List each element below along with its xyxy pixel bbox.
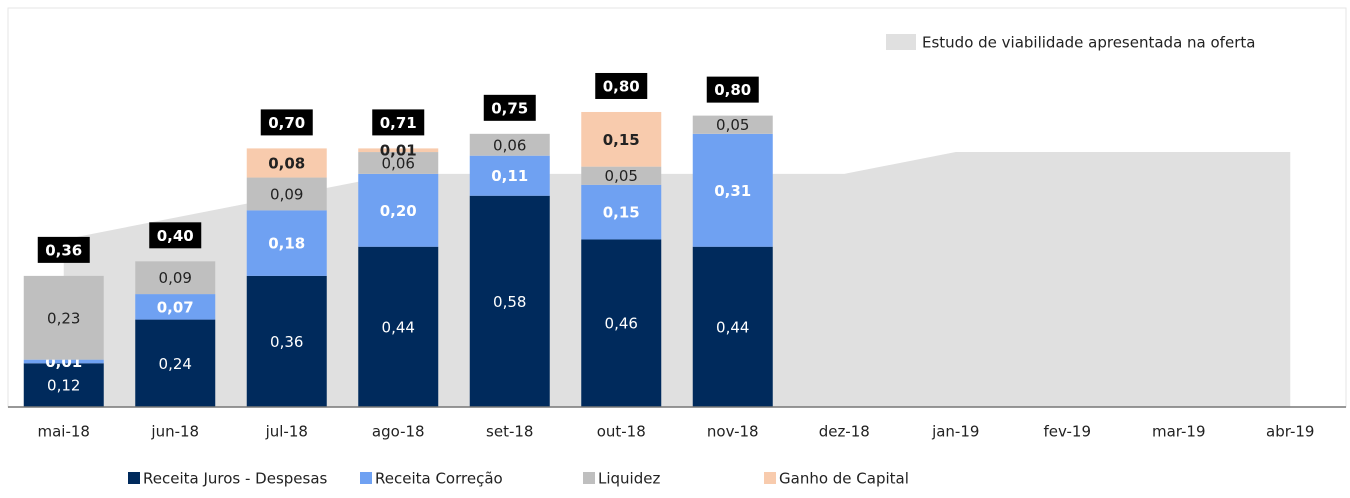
x-tick-label: jul-18 xyxy=(265,423,308,441)
data-label: 0,15 xyxy=(603,204,640,222)
bar-segment xyxy=(358,152,439,174)
data-label: 0,06 xyxy=(493,136,526,154)
data-label: 0,06 xyxy=(382,154,415,172)
bar-segment xyxy=(692,246,773,407)
legend-swatch xyxy=(583,472,595,484)
x-tick-label: mar-19 xyxy=(1152,423,1206,441)
total-box xyxy=(595,72,648,99)
bar-segment xyxy=(358,148,439,153)
x-tick-label: set-18 xyxy=(486,423,533,441)
x-tick-label: abr-19 xyxy=(1266,423,1314,441)
bar-segment xyxy=(246,177,327,211)
data-label: 0,31 xyxy=(714,182,751,200)
data-label: 0,09 xyxy=(159,269,192,287)
total-box xyxy=(372,109,425,136)
bar-segment xyxy=(358,246,439,407)
x-tick-label: nov-18 xyxy=(707,423,759,441)
data-label: 0,23 xyxy=(47,309,80,327)
data-label: 0,58 xyxy=(493,293,526,311)
data-label: 0,36 xyxy=(270,333,303,351)
data-label: 0,09 xyxy=(270,185,303,203)
bar-segment xyxy=(581,111,662,167)
x-tick-label: jun-18 xyxy=(150,423,199,441)
bar-segment xyxy=(358,173,439,247)
data-label: 0,08 xyxy=(268,154,305,172)
bar-segment xyxy=(692,115,773,134)
legend-swatch xyxy=(360,472,372,484)
data-label: 0,15 xyxy=(603,131,640,149)
legend-swatch xyxy=(764,472,776,484)
bar-segment xyxy=(23,359,104,364)
legend-label: Receita Correção xyxy=(375,470,503,488)
data-label: 0,12 xyxy=(47,377,80,395)
x-tick-label: out-18 xyxy=(597,423,646,441)
bar-segment xyxy=(135,319,216,407)
bar-segment xyxy=(469,195,550,407)
legend-label: Liquidez xyxy=(598,470,660,488)
bar-segment xyxy=(135,294,216,320)
legend-label: Estudo de viabilidade apresentada na ofe… xyxy=(922,34,1255,52)
legend-swatch xyxy=(886,34,916,50)
total-label: 0,80 xyxy=(603,77,640,95)
bar-segment xyxy=(246,148,327,178)
x-tick-label: dez-18 xyxy=(819,423,870,441)
data-label: 0,46 xyxy=(605,315,638,333)
total-box xyxy=(37,236,90,263)
legend-label: Receita Juros - Despesas xyxy=(143,470,328,488)
bar-segment xyxy=(469,133,550,156)
bar-segment xyxy=(23,363,104,407)
data-label: 0,11 xyxy=(491,167,528,185)
bar-segment xyxy=(581,184,662,240)
data-label: 0,44 xyxy=(382,318,415,336)
total-box xyxy=(483,94,536,121)
bar-segment xyxy=(23,275,104,360)
data-label: 0,18 xyxy=(268,235,305,253)
total-label: 0,40 xyxy=(157,227,194,245)
x-tick-label: ago-18 xyxy=(372,423,425,441)
total-label: 0,80 xyxy=(714,81,751,99)
bar-segment xyxy=(469,155,550,196)
bar-segment xyxy=(581,166,662,185)
x-tick-label: jan-19 xyxy=(931,423,979,441)
bar-segment xyxy=(692,133,773,247)
data-label: 0,24 xyxy=(159,355,192,373)
total-label: 0,71 xyxy=(380,114,417,132)
total-box xyxy=(149,222,202,249)
data-label: 0,05 xyxy=(605,167,638,185)
data-label: 0,07 xyxy=(157,298,194,316)
data-label: 0,01 xyxy=(380,142,417,160)
data-label: 0,44 xyxy=(716,318,749,336)
bar-segment xyxy=(246,210,327,276)
x-tick-label: mai-18 xyxy=(38,423,90,441)
legend-label: Ganho de Capital xyxy=(779,470,909,488)
total-box xyxy=(260,109,313,136)
total-label: 0,36 xyxy=(45,241,82,259)
total-label: 0,75 xyxy=(491,99,528,117)
total-box xyxy=(706,76,759,103)
x-tick-label: fev-19 xyxy=(1044,423,1091,441)
bar-segment xyxy=(581,239,662,407)
data-label: 0,05 xyxy=(716,116,749,134)
total-label: 0,70 xyxy=(268,114,305,132)
legend-swatch xyxy=(128,472,140,484)
bar-segment xyxy=(246,275,327,407)
bar-segment xyxy=(135,261,216,295)
data-label: 0,20 xyxy=(380,202,417,220)
